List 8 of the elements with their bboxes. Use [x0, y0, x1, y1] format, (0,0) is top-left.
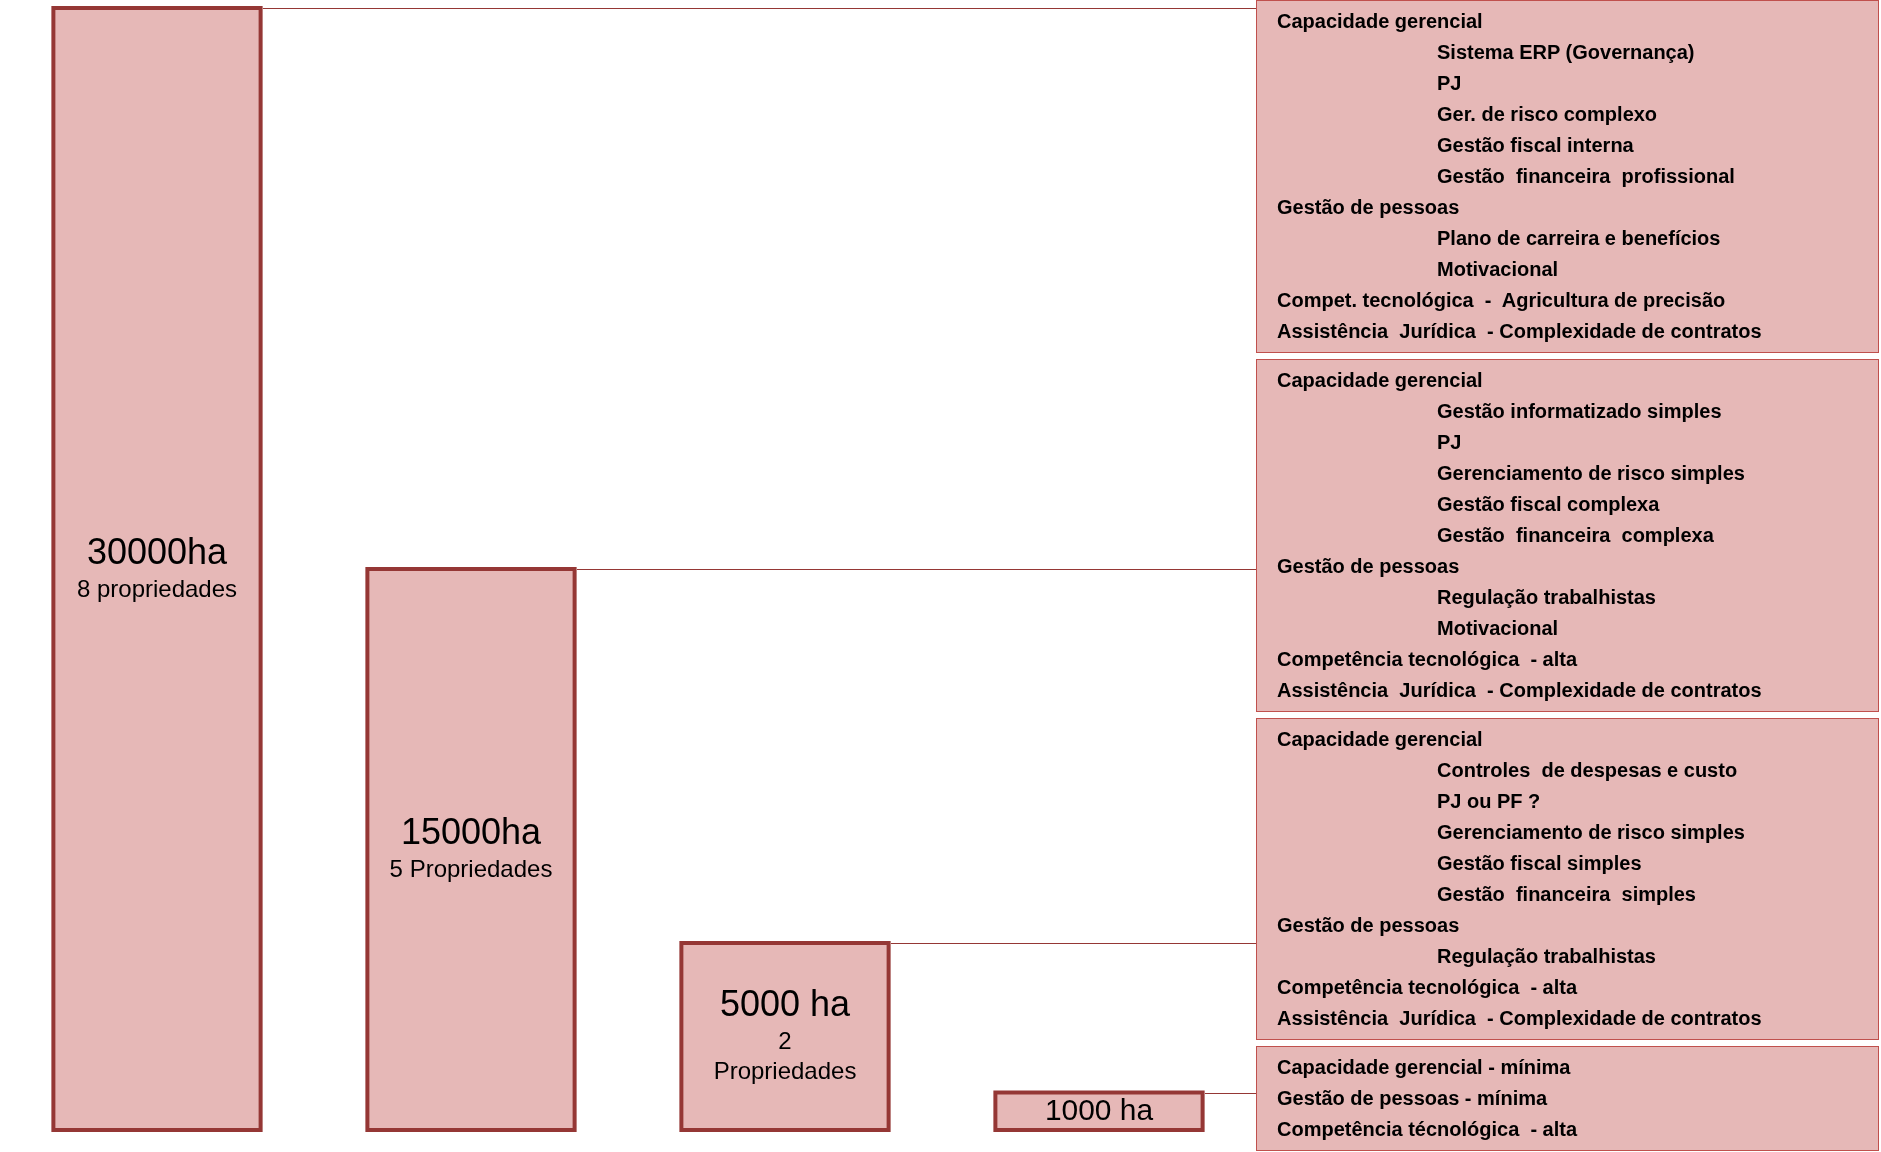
text: Capacidade gerencial Sistema ERP (Governança) PJ Ger. de risco complexo Gestão fiscal interna Gestão financeira profissional Gestão de pessoas Plano de carreira e benefícios Motivacional Compet. tecnológica - Agricultura de precisão Assistência Jurídica - Complexidade de contratos [1277, 10, 1762, 342]
data-label: 30000ha 8 propriedades [76, 530, 238, 602]
text: Capacidade gerencial - mínima Gestão de pessoas - mínima Competência técnológica - alta [1277, 1055, 1579, 1142]
data-label: 5000 ha 2 Propriedades [713, 983, 857, 1085]
data-label: 1000 ha [1044, 1092, 1154, 1126]
text: Capacidade gerencial Controles de despesas e custo PJ ou PF ? Gerenciamento de risco simples Gestão fiscal simples Gestão financeira simples Gestão de pessoas Regulação trabalhistas Competência tecnológica - alta Assistência Jurídica - Complexidade de contratos [1277, 728, 1762, 1029]
data-label: 15000ha 5 Propriedades [389, 811, 553, 883]
text: Capacidade gerencial Gestão informatizado simples PJ Gerenciamento de risco simples Gestão fiscal complexa Gestão financeira complexa Gestão de pessoas Regulação trabalhistas Motivacional Competência tecnológica - alta Assistência Jurídica - Complexidade de contratos [1277, 369, 1762, 701]
